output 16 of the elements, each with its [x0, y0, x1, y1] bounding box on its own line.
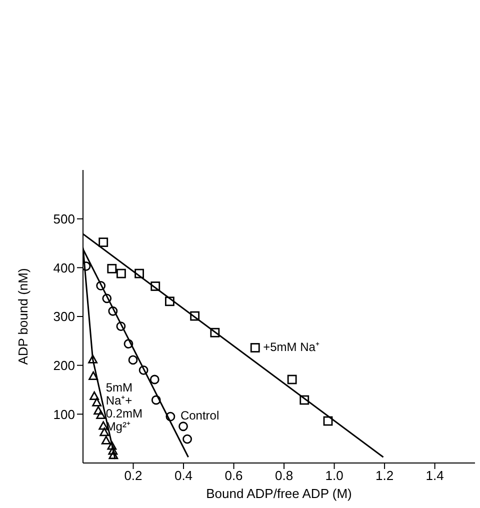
y-tick-label: 300: [53, 309, 75, 324]
x-tick-label: 0.4: [174, 468, 193, 484]
y-tick-label: 200: [53, 358, 75, 373]
y-axis-title: ADP bound (nM): [16, 268, 31, 365]
x-axis-title: Bound ADP/free ADP (M): [206, 486, 352, 501]
y-tick-label: 100: [53, 406, 75, 422]
x-tick-label: 0.2: [124, 468, 142, 484]
y-tick-label: 400: [53, 260, 75, 276]
x-tick-label: 1.0: [325, 468, 344, 484]
x-tick-label: 0.8: [274, 468, 294, 484]
x-tick-label: 0.6: [224, 468, 243, 484]
x-tick-label: 1.4: [426, 468, 444, 484]
series-label: Control: [180, 408, 220, 423]
y-tick-label: 500: [53, 211, 75, 226]
x-tick-label: 1.2: [376, 468, 394, 484]
series-label: +5mM Na⁺: [263, 340, 320, 354]
